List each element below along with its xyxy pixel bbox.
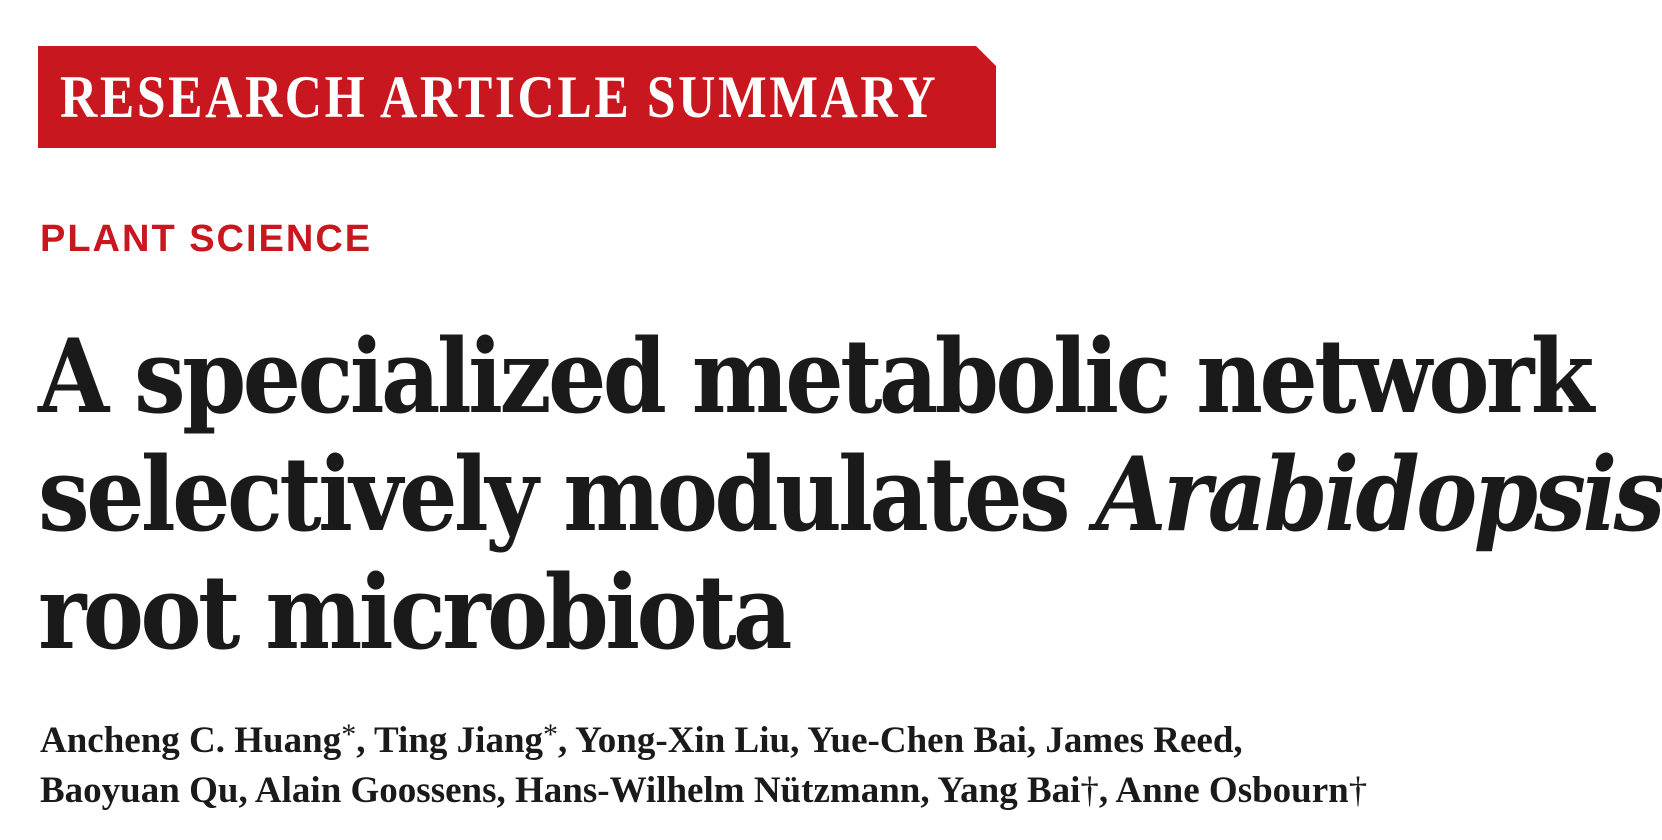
- author-separator: ,: [356, 720, 375, 761]
- author-name: Ting Jiang: [374, 720, 544, 761]
- author-separator: ,: [790, 720, 808, 761]
- author-separator: ,: [496, 770, 516, 811]
- title-line-1: A specialized metabolic network: [38, 317, 1594, 437]
- equal-contribution-mark: *: [543, 718, 559, 751]
- title-species-name: Arabidopsis: [1095, 435, 1662, 555]
- author-name: Yang Bai: [937, 770, 1081, 811]
- author-separator: ,: [238, 770, 255, 811]
- article-title: A specialized metabolic network selectiv…: [38, 317, 1662, 673]
- title-line-3: root microbiota: [38, 553, 792, 673]
- title-line-2: selectively modulates Arabidopsis: [38, 435, 1662, 555]
- author-separator: ,: [1098, 770, 1116, 811]
- author-name: Yue-Chen Bai: [807, 720, 1027, 761]
- author-list: Ancheng C. Huang*, Ting Jiang*, Yong-Xin…: [40, 710, 1640, 816]
- author-name: Hans-Wilhelm Nützmann: [515, 770, 921, 811]
- corresponding-author-mark: †: [1080, 770, 1099, 811]
- author-name: James Reed: [1045, 720, 1234, 761]
- equal-contribution-mark: *: [341, 718, 357, 751]
- author-separator: ,: [1233, 720, 1243, 761]
- author-name: Yong-Xin Liu: [575, 720, 791, 761]
- title-line-2-text: selectively modulates: [38, 435, 1096, 555]
- author-name: Alain Goossens: [254, 770, 497, 811]
- author-name: Anne Osbourn: [1115, 770, 1349, 811]
- author-name: Ancheng C. Huang: [40, 720, 342, 761]
- corresponding-author-mark: †: [1348, 770, 1368, 811]
- author-name: Baoyuan Qu: [40, 770, 239, 811]
- article-type-banner: RESEARCH ARTICLE SUMMARY: [38, 46, 996, 148]
- author-separator: ,: [558, 720, 576, 761]
- author-separator: ,: [1026, 720, 1046, 761]
- author-line-1: Ancheng C. Huang*, Ting Jiang*, Yong-Xin…: [40, 710, 1640, 766]
- author-separator: ,: [920, 770, 938, 811]
- author-line-2: Baoyuan Qu, Alain Goossens, Hans-Wilhelm…: [40, 766, 1640, 816]
- section-label: PLANT SCIENCE: [40, 218, 373, 260]
- article-type-label: RESEARCH ARTICLE SUMMARY: [60, 64, 939, 130]
